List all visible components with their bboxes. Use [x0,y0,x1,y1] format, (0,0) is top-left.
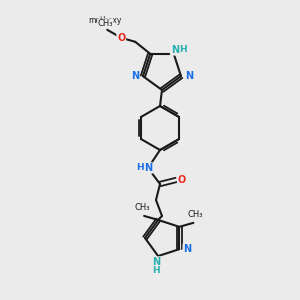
Text: O: O [117,33,125,43]
Text: H: H [152,266,160,274]
Text: N: N [185,71,193,81]
Text: CH₃: CH₃ [188,210,203,219]
Text: N: N [171,45,179,55]
Text: methoxy: methoxy [88,16,122,25]
Text: N: N [183,244,191,254]
Text: N: N [144,163,152,173]
Text: H: H [179,45,187,54]
Text: H: H [136,164,144,172]
Text: CH₃: CH₃ [98,19,113,28]
Text: CH₃: CH₃ [134,203,150,212]
Text: N: N [131,71,139,81]
Text: N: N [152,257,160,267]
Text: O: O [178,175,186,185]
